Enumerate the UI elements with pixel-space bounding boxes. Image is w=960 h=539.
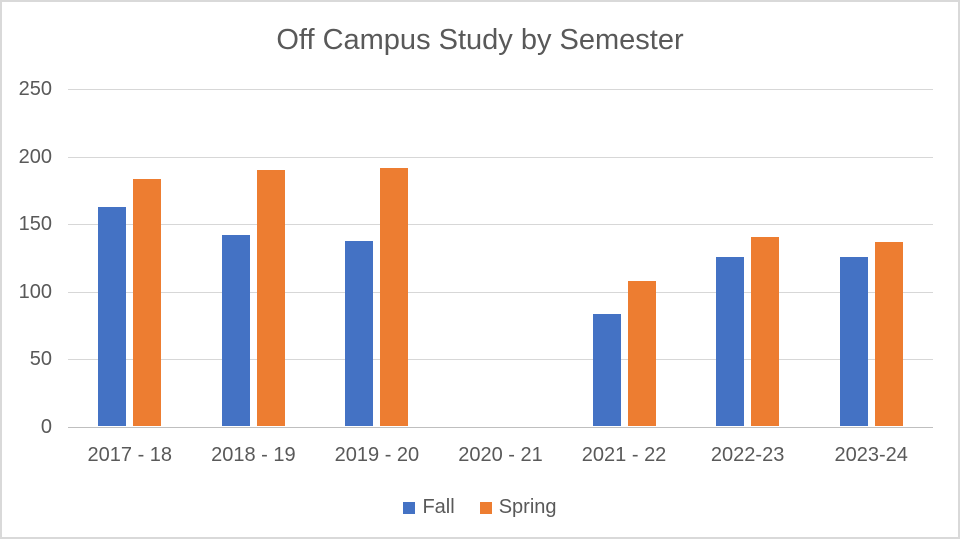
bar-fall-2023-24 [839, 257, 868, 426]
x-axis-label-2020-21: 2020 - 21 [458, 444, 543, 466]
y-tick-label-250: 250 [18, 78, 52, 100]
bar-fall-2018-19 [221, 235, 250, 426]
y-tick-label-0: 0 [40, 416, 52, 438]
gridline-50 [68, 359, 933, 361]
y-tick-label-100: 100 [18, 280, 52, 303]
x-axis-label-2017-18: 2017 - 18 [87, 444, 173, 466]
bar-spring-2021-22 [627, 281, 656, 426]
legend-item-fall: Fall [403, 496, 455, 519]
gridline-100 [68, 291, 933, 293]
legend: Fall Spring [2, 496, 958, 519]
legend-item-spring: Spring [479, 496, 557, 519]
gridline-0 [68, 427, 933, 428]
gridline-150 [68, 224, 933, 226]
bar-fall-2019-20 [345, 240, 374, 426]
x-axis-label-2019-20: 2019 - 20 [334, 444, 420, 466]
y-tick-label-50: 50 [29, 348, 52, 371]
gridline-250 [68, 89, 933, 90]
bar-spring-2022-23 [751, 236, 780, 426]
bar-spring-2019-20 [380, 167, 409, 426]
legend-swatch-fall [403, 501, 416, 514]
x-axis-label-2023-24: 2023-24 [834, 444, 908, 466]
legend-label-fall: Fall [422, 496, 455, 518]
bar-fall-2021-22 [592, 313, 621, 426]
bar-fall-2017-18 [98, 206, 127, 426]
legend-swatch-spring [479, 501, 492, 514]
gridline-200 [68, 156, 933, 158]
bar-fall-2022-23 [716, 257, 745, 426]
bar-spring-2018-19 [256, 170, 285, 426]
x-axis-label-2022-23: 2022-23 [710, 444, 785, 466]
plot-area [68, 89, 933, 428]
chart-title: Off Campus Study by Semester [276, 24, 684, 56]
bar-spring-2023-24 [874, 242, 903, 426]
x-axis-label-2021-22: 2021 - 22 [581, 444, 667, 466]
y-tick-label-150: 150 [18, 213, 52, 236]
x-axis-label-2018-19: 2018 - 19 [211, 444, 296, 466]
y-tick-label-200: 200 [18, 145, 52, 168]
bar-spring-2017-18 [133, 178, 162, 426]
legend-label-spring: Spring [498, 496, 557, 518]
